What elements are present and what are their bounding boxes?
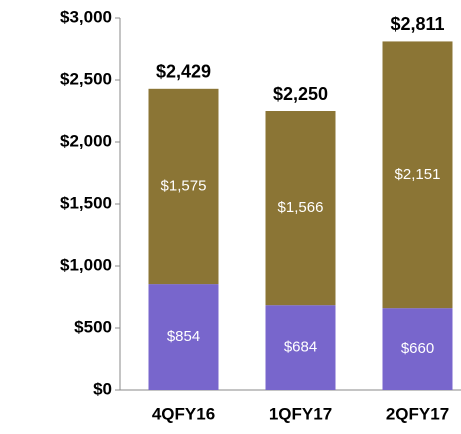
bar-segment	[148, 88, 219, 285]
bar-segment	[148, 284, 219, 390]
x-tick-label: 4QFY16	[152, 404, 215, 423]
total-label: $2,429	[156, 62, 211, 82]
data-label: $2,151	[395, 166, 441, 183]
total-label: $2,811	[390, 14, 444, 34]
data-label: $684	[284, 339, 317, 356]
data-label: $1,566	[278, 199, 324, 216]
y-tick-label: $2,500	[60, 69, 112, 88]
x-tick-label: 1QFY17	[269, 404, 332, 423]
y-tick-label: $2,000	[60, 131, 112, 150]
bar-segment	[382, 41, 453, 309]
bar-segment	[265, 111, 336, 306]
y-tick-label: $1,000	[60, 255, 112, 274]
y-tick-label: $3,000	[60, 7, 112, 26]
data-label: $854	[167, 328, 200, 345]
data-label: $1,575	[161, 177, 207, 194]
x-tick-label: 2QFY17	[386, 404, 449, 423]
y-tick-label: $0	[93, 379, 112, 398]
y-tick-label: $500	[74, 317, 112, 336]
y-tick-label: $1,500	[60, 193, 112, 212]
bar-segment	[265, 305, 336, 390]
total-label: $2,250	[273, 84, 328, 104]
bar-segment	[382, 308, 453, 390]
data-label: $660	[401, 340, 434, 357]
